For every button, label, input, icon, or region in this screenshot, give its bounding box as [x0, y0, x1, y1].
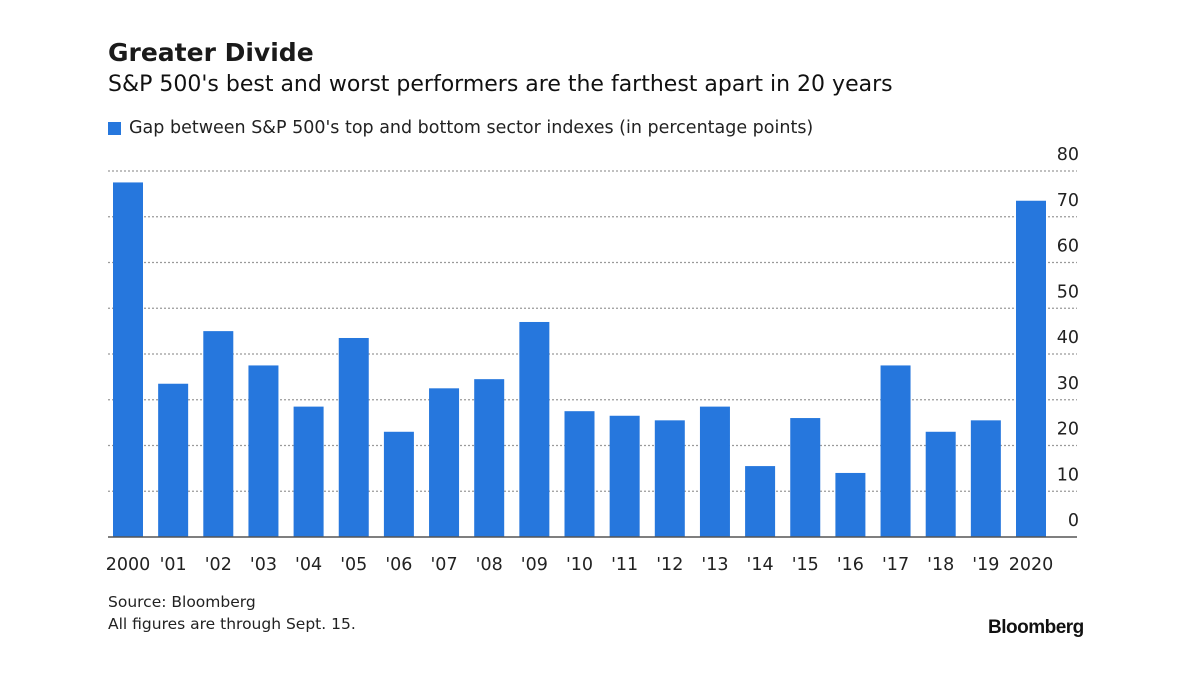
x-tick-label: '02: [205, 555, 232, 575]
bar-18: [925, 431, 956, 537]
bar-1: [158, 383, 189, 537]
y-tick-label: 30: [1057, 374, 1079, 394]
bloomberg-logo: Bloomberg: [988, 617, 1084, 638]
x-tick-label: 2020: [1009, 555, 1054, 575]
bar-19: [970, 420, 1001, 537]
footnote-text: All figures are through Sept. 15.: [108, 615, 356, 633]
x-tick-label: '04: [295, 555, 322, 575]
bar-20: [1016, 200, 1046, 538]
legend-swatch: [108, 121, 121, 135]
x-tick-label: '12: [656, 555, 683, 575]
x-tick-label: '11: [611, 555, 638, 575]
bar-16: [835, 472, 866, 537]
x-tick-label: '10: [566, 555, 593, 575]
bar-2: [203, 331, 234, 537]
x-tick-label: '03: [250, 555, 277, 575]
bar-13: [699, 406, 730, 537]
legend: Gap between S&P 500's top and bottom sec…: [108, 118, 813, 138]
y-axis-labels: 0 10 20 30 40 50 60 70 80: [1057, 145, 1079, 531]
x-tick-label: '08: [476, 555, 503, 575]
x-tick-label: '16: [837, 555, 864, 575]
y-tick-label: 80: [1057, 145, 1079, 165]
x-tick-label: 2000: [106, 555, 151, 575]
bar-6: [383, 431, 414, 537]
bar-8: [474, 379, 505, 537]
legend-label: Gap between S&P 500's top and bottom sec…: [129, 118, 814, 138]
y-tick-label: 70: [1057, 191, 1079, 211]
bar-9: [519, 321, 550, 537]
bars: [113, 182, 1046, 538]
x-tick-label: '18: [927, 555, 954, 575]
y-tick-label: 10: [1057, 465, 1079, 485]
bar-11: [609, 415, 640, 537]
y-tick-label: 40: [1057, 328, 1079, 348]
bar-12: [654, 420, 685, 537]
bar-0: [113, 182, 143, 537]
bar-17: [880, 365, 911, 537]
source-text: Source: Bloomberg: [108, 593, 256, 611]
bar-14: [745, 466, 776, 537]
x-tick-label: '17: [882, 555, 909, 575]
x-tick-label: '06: [385, 555, 412, 575]
x-tick-label: '19: [972, 555, 999, 575]
x-tick-label: '09: [521, 555, 548, 575]
source-note: Source: Bloomberg All figures are throug…: [108, 591, 356, 635]
bar-4: [293, 406, 324, 537]
y-tick-label: 60: [1057, 237, 1079, 257]
x-axis-labels: 2000 '01 '02 '03 '04 '05 '06 '07 '08 '09 '10 '11 '12…: [106, 555, 1054, 575]
y-tick-label: 50: [1057, 282, 1079, 302]
x-tick-label: '07: [431, 555, 458, 575]
bar-3: [248, 365, 279, 537]
y-tick-label: 0: [1068, 511, 1079, 531]
bar-15: [790, 418, 821, 537]
x-tick-label: '05: [340, 555, 367, 575]
x-tick-label: '01: [160, 555, 187, 575]
x-tick-label: '13: [701, 555, 728, 575]
chart-subtitle: S&P 500's best and worst performers are …: [108, 72, 893, 97]
bar-5: [338, 337, 369, 537]
bar-7: [429, 388, 460, 537]
chart-title: Greater Divide: [108, 38, 314, 67]
x-tick-label: '14: [747, 555, 774, 575]
x-tick-label: '15: [792, 555, 819, 575]
bar-10: [564, 411, 595, 537]
y-tick-label: 20: [1057, 420, 1079, 440]
